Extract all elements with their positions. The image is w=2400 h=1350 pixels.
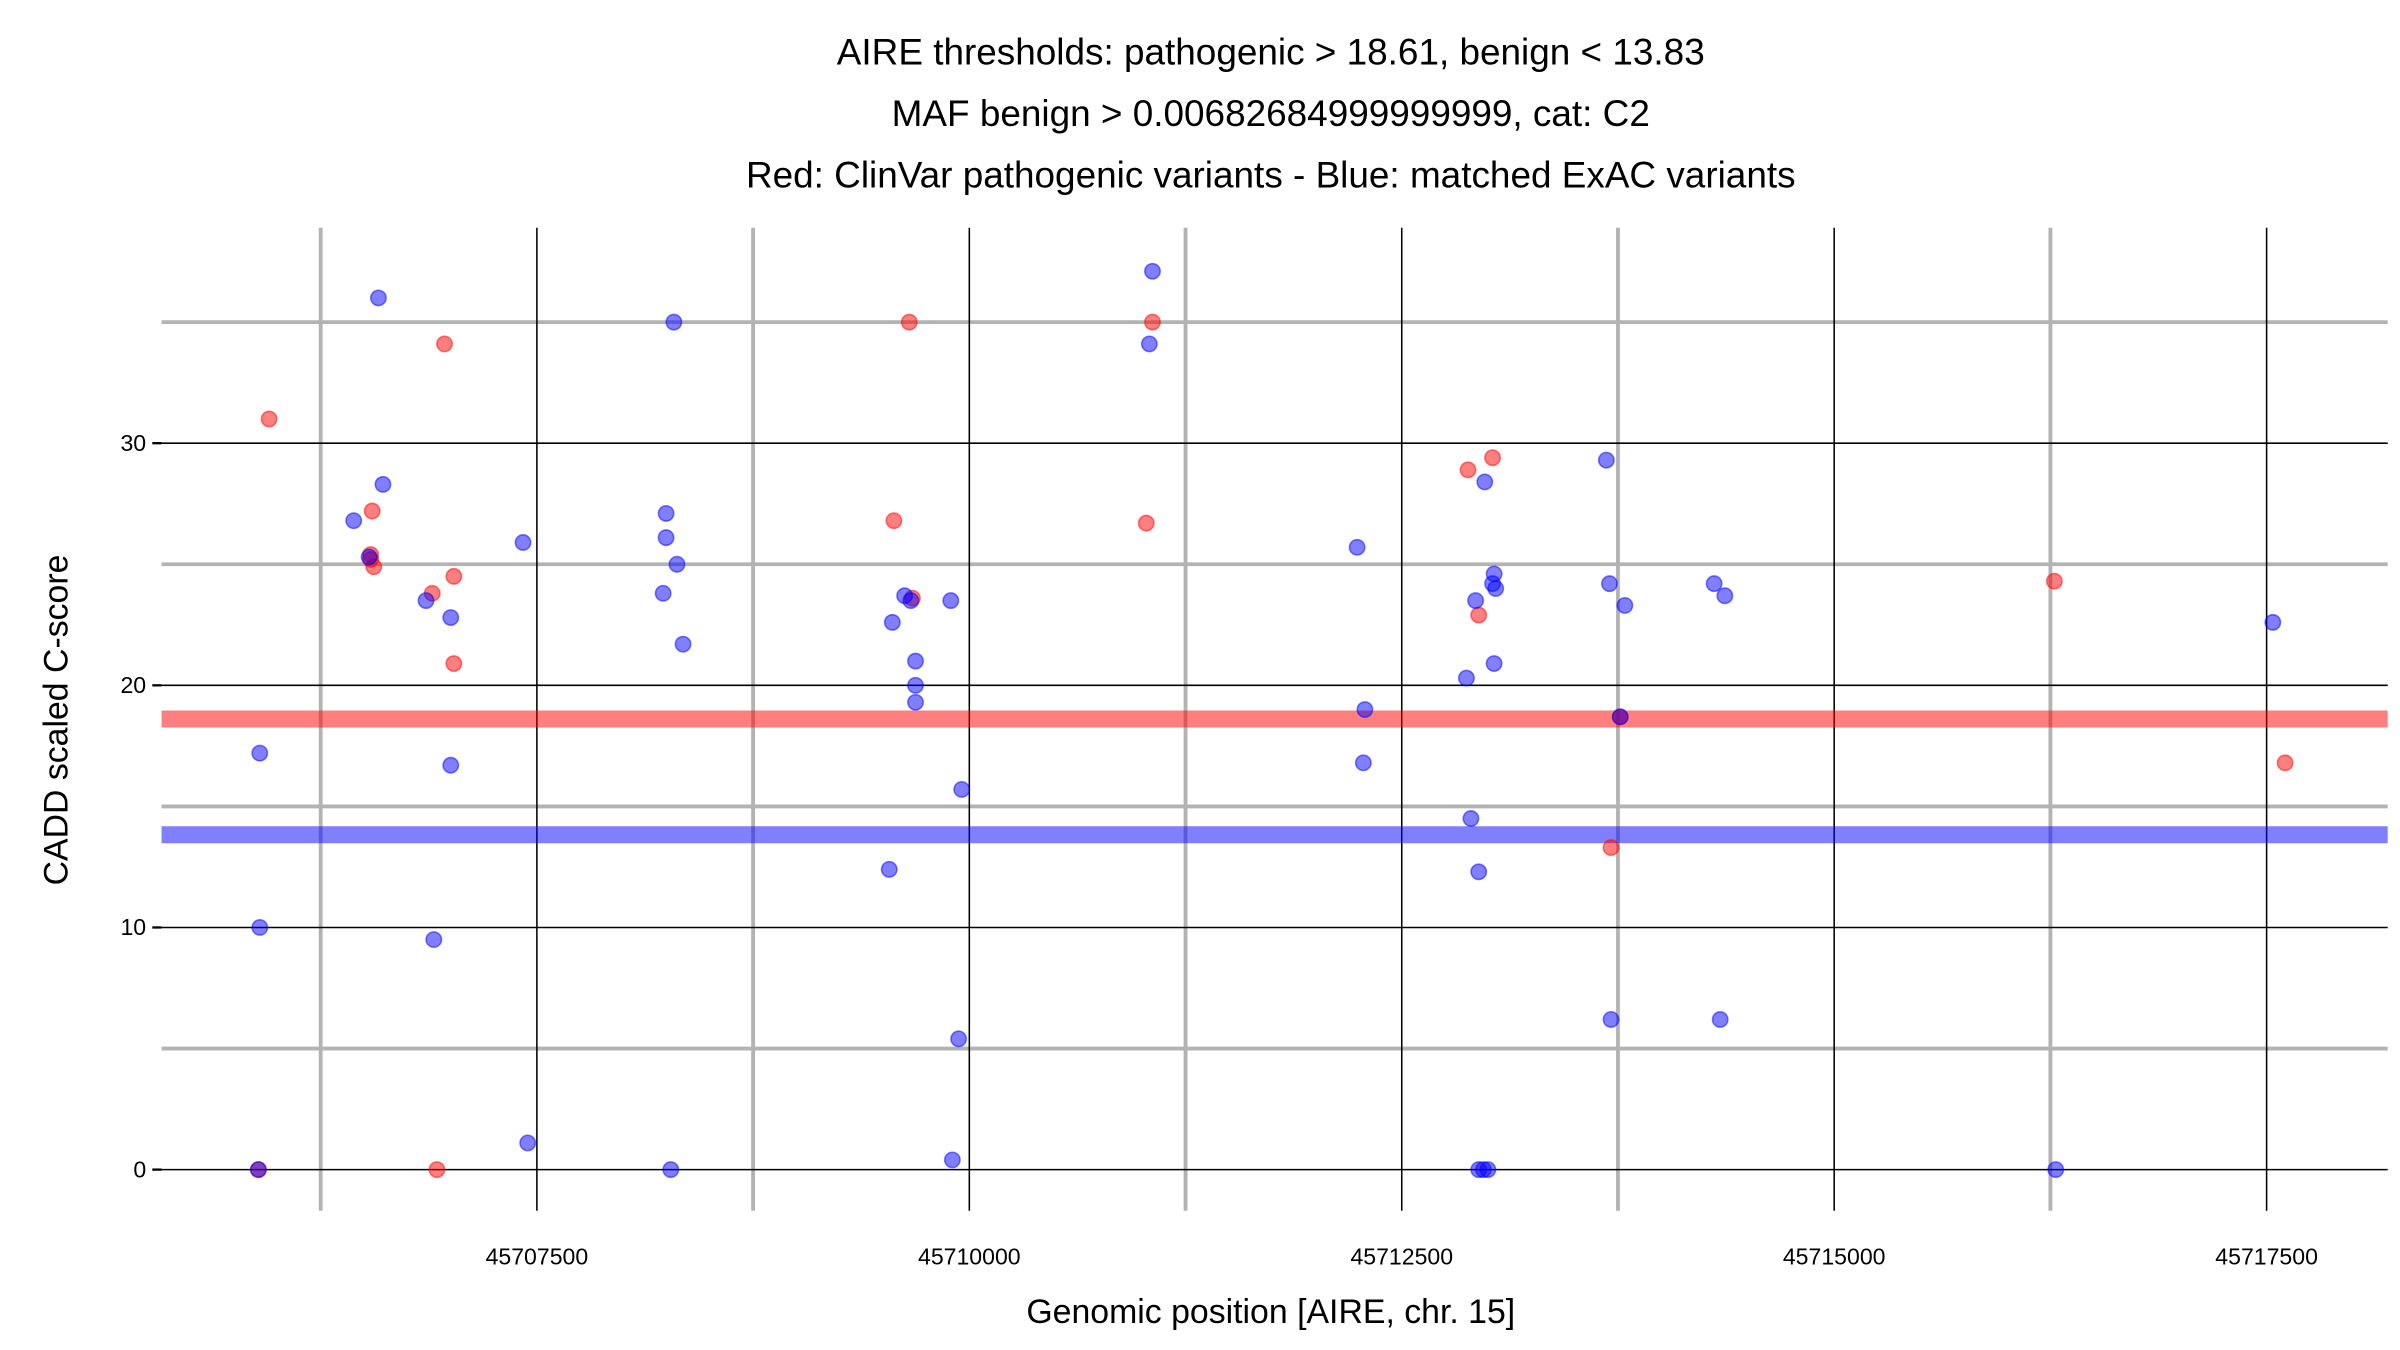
exac-point	[442, 609, 460, 626]
y-axis-ticks: 0 10 20 30	[120, 430, 162, 1182]
exac-point	[1611, 708, 1629, 726]
exac-point	[417, 592, 435, 610]
exac-point	[880, 860, 898, 878]
exac-point	[1487, 580, 1505, 597]
exac-point	[1470, 863, 1488, 881]
exac-point	[345, 512, 363, 530]
title-line-2: MAF benign > 0.00682684999999999, cat: C…	[892, 93, 1650, 134]
exac-point	[907, 676, 924, 694]
title-line-3: Red: ClinVar pathogenic variants - Blue:…	[746, 155, 1796, 196]
y-axis-label: CADD scaled C-score	[38, 555, 76, 886]
exac-point	[1144, 262, 1161, 280]
y-tick-label: 10	[120, 914, 146, 940]
x-axis-ticks: 45707500 45710000 45712500 45715000 45717500	[486, 1244, 2318, 1270]
exac-point	[1716, 587, 1734, 605]
y-tick-label: 30	[120, 430, 146, 456]
exac-point	[1467, 592, 1485, 610]
exac-point	[662, 1161, 680, 1179]
exac-point	[1711, 1011, 1729, 1028]
clinvar-point	[436, 335, 453, 353]
clinvar-point	[445, 567, 463, 585]
exac-point	[942, 592, 960, 610]
x-axis-label: Genomic position [AIRE, chr. 15]	[1026, 1293, 1515, 1331]
exac-point	[907, 652, 924, 670]
exac-point	[2264, 613, 2282, 631]
exac-point	[1356, 701, 1374, 719]
clinvar-point	[445, 655, 463, 673]
exac-point	[1602, 1011, 1620, 1028]
exac-point	[665, 313, 683, 331]
clinvar-point	[900, 313, 918, 331]
clinvar-point	[1470, 606, 1488, 624]
data-points	[249, 262, 2294, 1179]
exac-point	[251, 744, 269, 762]
exac-point	[1476, 473, 1494, 491]
exac-point	[1597, 451, 1615, 469]
exac-point	[657, 529, 675, 547]
exac-point	[902, 592, 920, 610]
exac-point	[425, 931, 443, 949]
clinvar-point	[1459, 461, 1477, 479]
exac-point	[883, 613, 901, 631]
threshold-lines	[161, 710, 2388, 844]
exac-point	[1479, 1161, 1497, 1179]
exac-point	[249, 1161, 267, 1179]
clinvar-point	[363, 502, 381, 520]
exac-point	[950, 1030, 968, 1048]
clinvar-point	[1484, 449, 1502, 467]
x-tick-label: 45712500	[1350, 1244, 1453, 1270]
clinvar-point	[885, 512, 903, 530]
exac-point	[360, 548, 378, 566]
exac-point	[1601, 575, 1618, 593]
exac-point	[514, 534, 532, 551]
clinvar-point	[1602, 839, 1620, 857]
exac-point	[251, 919, 269, 936]
exac-point	[654, 584, 672, 602]
exac-point	[519, 1134, 537, 1152]
exac-point	[668, 555, 686, 573]
exac-point	[1462, 810, 1480, 827]
x-tick-label: 45710000	[918, 1244, 1021, 1270]
exac-point	[369, 289, 387, 307]
clinvar-point	[2045, 572, 2063, 590]
exac-point	[442, 756, 460, 774]
clinvar-point	[260, 410, 278, 428]
exac-point	[907, 693, 924, 711]
x-tick-label: 45717500	[2215, 1244, 2318, 1270]
clinvar-point	[428, 1161, 446, 1179]
exac-point	[1457, 669, 1475, 687]
clinvar-point	[1137, 514, 1155, 532]
exac-point	[2047, 1161, 2065, 1179]
x-tick-label: 45707500	[486, 1244, 589, 1270]
exac-point	[1616, 596, 1634, 614]
x-tick-label: 45715000	[1783, 1244, 1886, 1270]
exac-point	[1485, 655, 1503, 673]
chart-title: AIRE thresholds: pathogenic > 18.61, ben…	[746, 32, 1796, 196]
y-tick-label: 0	[133, 1156, 146, 1182]
exac-point	[657, 504, 675, 522]
y-tick-label: 20	[120, 672, 146, 698]
exac-point	[374, 475, 392, 493]
exac-point	[674, 635, 692, 653]
exac-point	[1705, 575, 1723, 593]
exac-point	[1348, 538, 1366, 556]
exac-point	[953, 780, 971, 798]
exac-point	[1354, 754, 1372, 772]
title-line-1: AIRE thresholds: pathogenic > 18.61, ben…	[837, 32, 1705, 73]
exac-point	[943, 1151, 961, 1169]
clinvar-point	[1144, 313, 1161, 331]
clinvar-point	[2276, 754, 2294, 772]
exac-point	[1140, 335, 1158, 353]
